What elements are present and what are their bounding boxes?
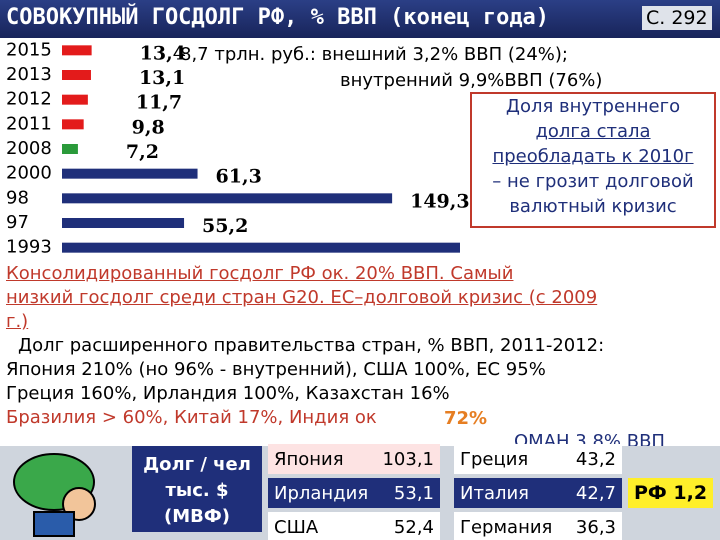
bar xyxy=(62,193,393,204)
text-box: Доля внутреннего долга стала преобладать к… xyxy=(470,92,716,228)
value-label: 13,1 xyxy=(139,67,185,89)
country-value: 103,1 xyxy=(382,448,434,470)
value-label: 61,3 xyxy=(216,166,262,188)
bar xyxy=(62,119,84,130)
value-label: 11,7 xyxy=(136,92,182,114)
title-bar xyxy=(0,0,720,38)
y-tick-label: 2011 xyxy=(6,113,52,134)
country-name: Германия xyxy=(460,516,553,538)
chart-title: СОВОКУПНЫЙ ГОСДОЛГ РФ, % ВВП (конец года… xyxy=(6,5,550,30)
y-tick-label: 2012 xyxy=(6,89,52,110)
y-tick-label: 2013 xyxy=(6,64,52,85)
bar xyxy=(62,168,198,179)
box-line: долга стала xyxy=(535,121,651,142)
bar xyxy=(62,242,460,253)
per-capita-box: Долг / чел тыс. $ (МВФ) xyxy=(132,446,262,532)
per-capita-title: Долг / чел xyxy=(143,454,251,475)
country-row: Ирландия 53,1 xyxy=(268,478,440,508)
y-tick-label: 2015 xyxy=(6,39,52,60)
bar xyxy=(62,144,78,154)
country-value: 36,3 xyxy=(575,516,616,538)
value-label: 13,4 xyxy=(140,42,186,64)
bar xyxy=(62,218,185,228)
y-tick-label: 1993 xyxy=(6,237,52,258)
country-row: США 52,4 xyxy=(268,512,440,540)
country-value: 52,4 xyxy=(393,516,434,538)
text-line: низкий госдолг среди стран G20. ЕС–долго… xyxy=(6,287,598,308)
overlay-label: 72% xyxy=(444,408,488,429)
country-row: Италия 42,7 xyxy=(454,478,622,508)
text-line: Греция 160%, Ирландия 100%, Казахстан 16… xyxy=(6,383,450,404)
cartoon xyxy=(13,453,96,537)
y-tick-label: 2000 xyxy=(6,163,52,184)
chart: 2015 13,4 2013 13,1 2012 11,7 2011 9,8 2008 7,2 20… xyxy=(6,39,470,258)
box-line: валютный кризис xyxy=(509,196,677,217)
text-block: Консолидированный госдолг РФ ок. 20% ВВП… xyxy=(6,262,665,452)
per-capita-title: тыс. $ xyxy=(165,480,229,501)
box-line: Доля внутреннего xyxy=(505,96,681,117)
box-line: – не грозит долговой xyxy=(492,171,694,192)
bar xyxy=(62,70,91,80)
country-row: Япония 103,1 xyxy=(268,444,440,474)
country-value: 43,2 xyxy=(575,448,616,470)
country-name: Ирландия xyxy=(274,482,369,504)
value-label: 9,8 xyxy=(132,116,165,138)
text-line: Долг расширенного правительства стран, %… xyxy=(18,335,605,356)
country-name: Италия xyxy=(460,482,530,504)
country-value: 42,7 xyxy=(575,482,616,504)
text-line: Консолидированный госдолг РФ ок. 20% ВВП… xyxy=(6,263,514,284)
country-value: 53,1 xyxy=(393,482,434,504)
rf-value: РФ 1,2 xyxy=(628,478,714,508)
country-name: Япония xyxy=(274,448,344,470)
box-line: преобладать к 2010г xyxy=(492,146,694,167)
note-1: 8,7 трлн. руб.: внешний 3,2% ВВП (24%); xyxy=(180,44,568,65)
y-tick-label: 2008 xyxy=(6,138,52,159)
bar xyxy=(62,94,88,105)
y-tick-label: 97 xyxy=(6,212,29,233)
country-name: США xyxy=(274,516,319,538)
per-capita-title: (МВФ) xyxy=(164,506,230,527)
page-number: С. 292 xyxy=(642,6,712,30)
bar xyxy=(62,45,92,56)
text-line: г.) xyxy=(6,311,29,332)
value-label: 149,3 xyxy=(410,190,470,212)
text-line: Япония 210% (но 96% - внутренний), США 1… xyxy=(6,359,546,380)
text-line: Бразилия > 60%, Китай 17%, Индия ок xyxy=(6,407,377,428)
value-label: 7,2 xyxy=(126,141,159,163)
note-2: внутренний 9,9%ВВП (76%) xyxy=(340,70,603,91)
value-label: 55,2 xyxy=(202,215,248,237)
country-row: Греция 43,2 xyxy=(454,444,622,474)
country-name: Греция xyxy=(460,448,529,470)
country-row: Германия 36,3 xyxy=(454,512,622,540)
y-tick-label: 98 xyxy=(6,187,29,208)
